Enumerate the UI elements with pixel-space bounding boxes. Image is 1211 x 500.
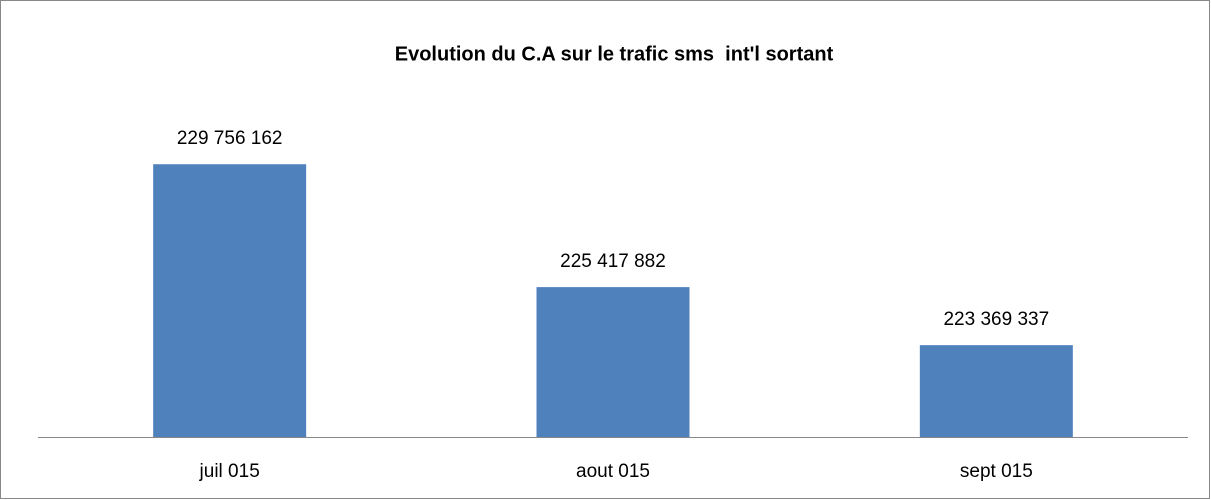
data-label: 225 417 882 [560, 251, 666, 272]
bar [536, 287, 690, 437]
x-tick-label: aout 015 [576, 461, 650, 482]
x-tick-label: juil 015 [199, 461, 260, 482]
data-label: 229 756 162 [177, 128, 283, 149]
bar [919, 345, 1073, 437]
chart-title: Evolution du C.A sur le trafic sms int'l… [395, 43, 834, 65]
x-tick-label: sept 015 [960, 461, 1033, 482]
bar [153, 164, 307, 437]
data-label: 223 369 337 [943, 309, 1049, 330]
